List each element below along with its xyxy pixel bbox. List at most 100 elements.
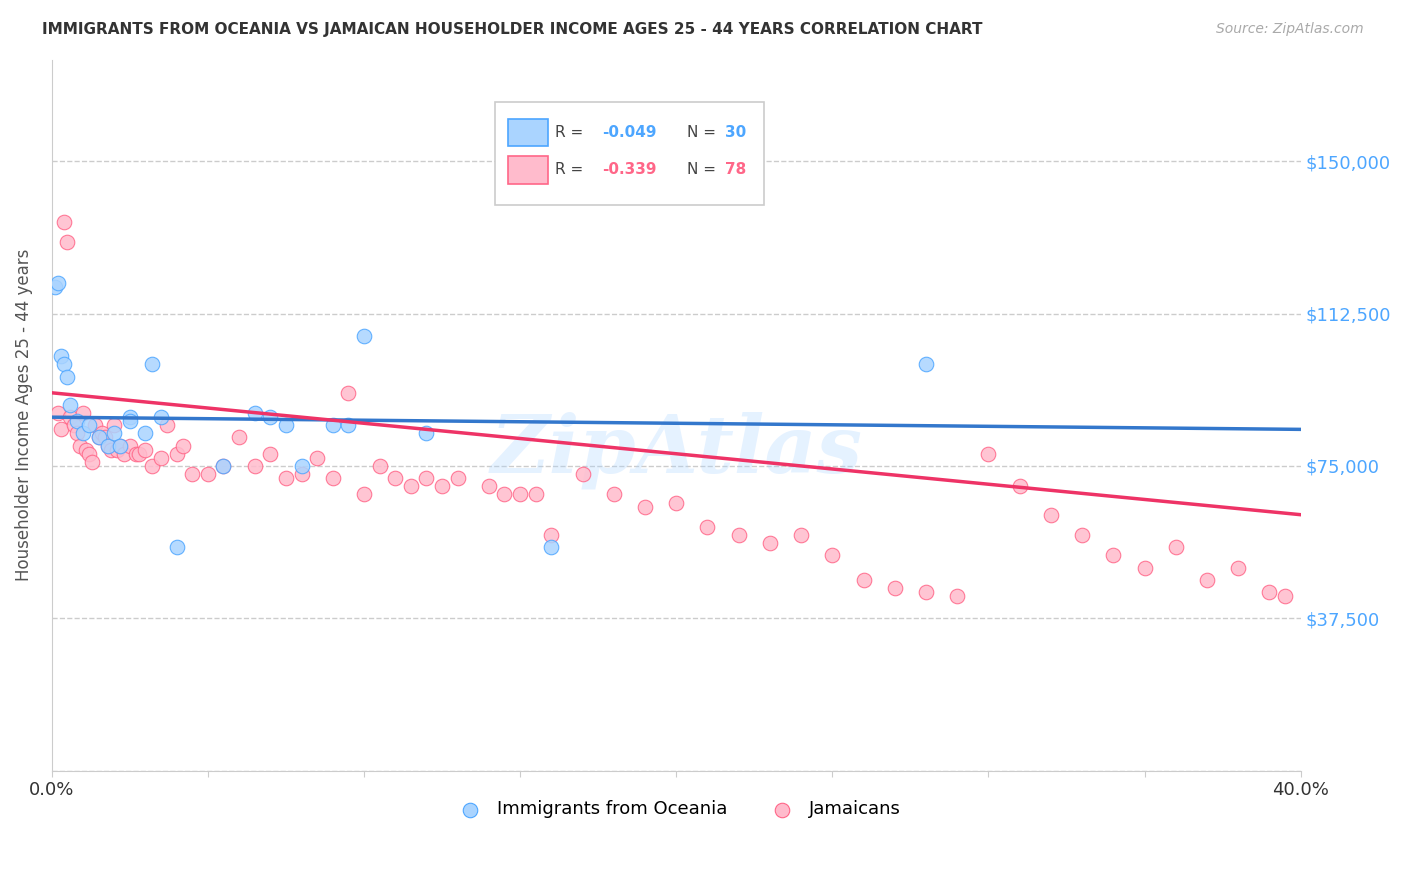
Point: [110, 439, 132, 453]
Text: R =: R =: [555, 125, 588, 140]
Point: [415, 426, 437, 441]
Point: [49, 422, 72, 436]
Text: 30: 30: [725, 125, 747, 140]
Text: R =: R =: [555, 162, 588, 178]
Point: [128, 447, 150, 461]
Point: [97, 439, 120, 453]
Y-axis label: Householder Income Ages 25 - 44 years: Householder Income Ages 25 - 44 years: [15, 249, 32, 582]
Point: [97, 439, 120, 453]
Point: [1102, 549, 1125, 563]
Point: [977, 447, 1000, 461]
Point: [790, 528, 813, 542]
Point: [66, 414, 89, 428]
Text: IMMIGRANTS FROM OCEANIA VS JAMAICAN HOUSEHOLDER INCOME AGES 25 - 44 YEARS CORREL: IMMIGRANTS FROM OCEANIA VS JAMAICAN HOUS…: [42, 22, 983, 37]
Point: [524, 487, 547, 501]
Point: [75, 442, 97, 457]
Point: [77, 418, 100, 433]
Text: Source: ZipAtlas.com: Source: ZipAtlas.com: [1216, 22, 1364, 37]
Legend: Immigrants from Oceania, Jamaicans: Immigrants from Oceania, Jamaicans: [444, 793, 908, 826]
Point: [274, 418, 297, 433]
Point: [696, 520, 718, 534]
Point: [307, 450, 329, 465]
Point: [59, 398, 82, 412]
Point: [852, 573, 875, 587]
Point: [134, 442, 156, 457]
Point: [46, 276, 69, 290]
Point: [727, 528, 749, 542]
Point: [634, 500, 657, 514]
Point: [84, 418, 107, 433]
Point: [821, 549, 844, 563]
Point: [430, 479, 453, 493]
Point: [1164, 540, 1187, 554]
Point: [1133, 560, 1156, 574]
Point: [118, 414, 141, 428]
Point: [150, 410, 173, 425]
Point: [368, 458, 391, 473]
Point: [1039, 508, 1062, 522]
Point: [156, 418, 179, 433]
Point: [141, 357, 163, 371]
Point: [103, 418, 125, 433]
Point: [56, 369, 79, 384]
Point: [322, 471, 344, 485]
Point: [181, 467, 204, 481]
FancyBboxPatch shape: [495, 103, 763, 205]
Text: -0.049: -0.049: [603, 125, 657, 140]
Point: [1195, 573, 1218, 587]
Point: [665, 495, 688, 509]
Point: [166, 540, 188, 554]
Point: [125, 447, 148, 461]
Point: [337, 385, 360, 400]
Point: [49, 349, 72, 363]
Point: [134, 426, 156, 441]
Point: [259, 447, 281, 461]
Point: [540, 540, 562, 554]
Point: [1227, 560, 1250, 574]
Point: [46, 406, 69, 420]
Point: [243, 406, 266, 420]
FancyBboxPatch shape: [508, 119, 547, 146]
Point: [166, 447, 188, 461]
Point: [946, 589, 969, 603]
Point: [118, 410, 141, 425]
Point: [478, 479, 501, 493]
Point: [112, 447, 135, 461]
Point: [59, 410, 82, 425]
Point: [53, 215, 76, 229]
Point: [322, 418, 344, 433]
Point: [1274, 589, 1296, 603]
Point: [77, 447, 100, 461]
Point: [212, 458, 235, 473]
Point: [915, 585, 938, 599]
Point: [66, 426, 89, 441]
Point: [337, 418, 360, 433]
Point: [883, 581, 905, 595]
Point: [353, 329, 375, 343]
Point: [1258, 585, 1281, 599]
Point: [110, 439, 132, 453]
Point: [44, 280, 66, 294]
Point: [62, 418, 84, 433]
Point: [150, 450, 173, 465]
Point: [509, 487, 531, 501]
Text: 78: 78: [725, 162, 747, 178]
Point: [94, 430, 117, 444]
Point: [197, 467, 219, 481]
Point: [1071, 528, 1094, 542]
Text: ZipAtlas: ZipAtlas: [491, 412, 862, 490]
Point: [290, 458, 312, 473]
Point: [228, 430, 250, 444]
Point: [399, 479, 422, 493]
Point: [603, 487, 626, 501]
Point: [172, 439, 194, 453]
Point: [259, 410, 281, 425]
Point: [571, 467, 593, 481]
Point: [141, 458, 163, 473]
Point: [243, 458, 266, 473]
Point: [274, 471, 297, 485]
Point: [69, 439, 91, 453]
Point: [494, 487, 516, 501]
FancyBboxPatch shape: [508, 156, 547, 184]
Point: [384, 471, 406, 485]
